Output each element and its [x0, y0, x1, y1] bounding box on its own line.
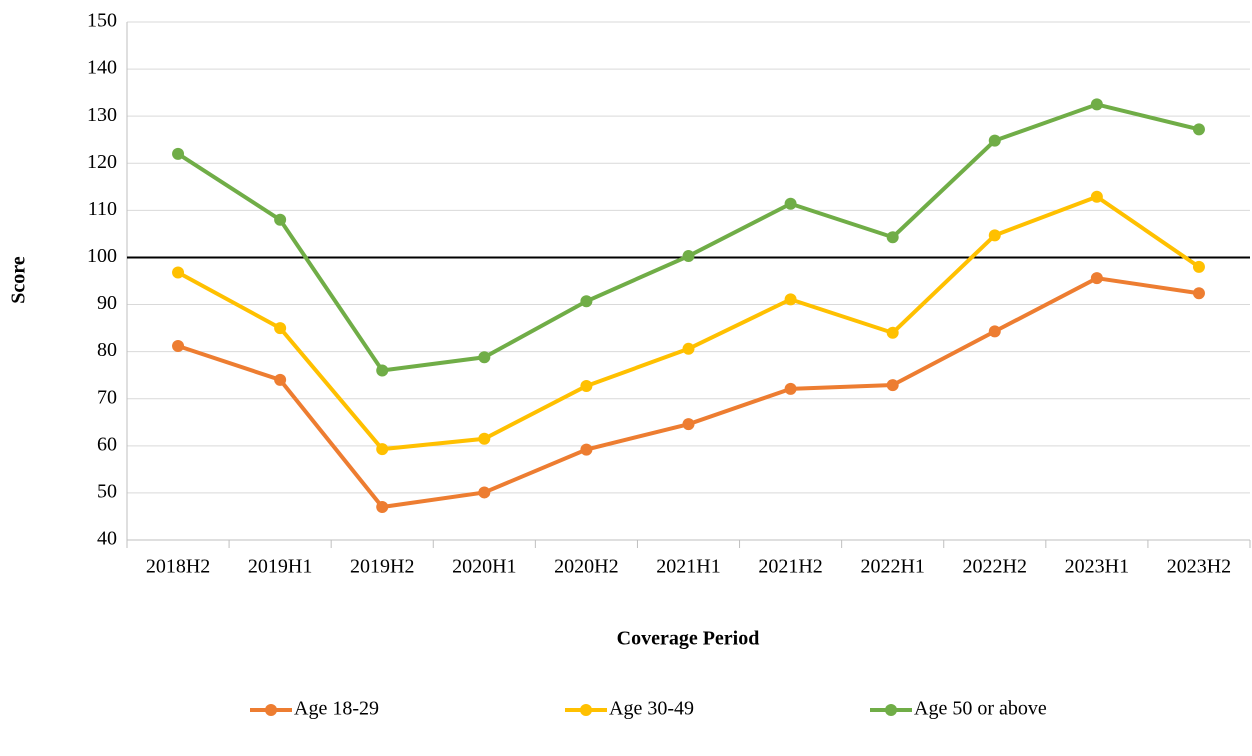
data-point — [886, 379, 899, 392]
data-point — [580, 443, 593, 456]
data-point — [682, 250, 695, 263]
data-point — [1192, 287, 1205, 300]
data-point — [682, 418, 695, 431]
data-point — [1192, 260, 1205, 273]
data-point — [274, 322, 287, 335]
data-point — [274, 373, 287, 386]
x-axis-title: Coverage Period — [617, 628, 760, 650]
data-point — [172, 339, 185, 352]
data-point — [172, 147, 185, 160]
y-tick-label: 150 — [87, 10, 117, 32]
x-tick-label: 2018H2 — [146, 556, 210, 578]
data-point — [784, 382, 797, 395]
data-point — [478, 486, 491, 499]
y-axis-title: Score — [8, 256, 30, 304]
data-point — [274, 213, 287, 226]
data-point — [988, 229, 1001, 242]
x-tick-label: 2020H2 — [554, 556, 618, 578]
data-point — [988, 325, 1001, 338]
y-tick-label: 70 — [97, 386, 117, 408]
data-point — [376, 443, 389, 456]
y-tick-label: 90 — [97, 292, 117, 314]
legend-marker — [265, 704, 277, 716]
data-point — [172, 266, 185, 279]
data-point — [580, 380, 593, 393]
data-point — [886, 231, 899, 244]
data-point — [478, 432, 491, 445]
legend-label: Age 50 or above — [914, 698, 1047, 720]
data-point — [682, 342, 695, 355]
data-point — [478, 351, 491, 364]
y-tick-label: 50 — [97, 481, 117, 503]
legend-label: Age 30-49 — [609, 698, 694, 720]
x-tick-label: 2023H1 — [1065, 556, 1129, 578]
y-tick-label: 130 — [87, 104, 117, 126]
data-point — [784, 293, 797, 306]
y-tick-label: 140 — [87, 57, 117, 79]
data-point — [376, 501, 389, 514]
series-line — [177, 194, 1201, 452]
x-tick-label: 2022H1 — [860, 556, 924, 578]
data-point — [580, 295, 593, 308]
x-tick-label: 2021H2 — [758, 556, 822, 578]
data-point — [376, 364, 389, 377]
data-point — [1090, 272, 1103, 285]
x-tick-label: 2023H2 — [1167, 556, 1231, 578]
data-point — [1090, 190, 1103, 203]
x-tick-label: 2020H1 — [452, 556, 516, 578]
data-point — [886, 326, 899, 339]
data-point — [988, 134, 1001, 147]
y-tick-label: 40 — [97, 528, 117, 550]
series-line — [177, 276, 1200, 510]
x-tick-label: 2022H2 — [963, 556, 1027, 578]
legend-label: Age 18-29 — [294, 698, 379, 720]
data-point — [1090, 98, 1103, 111]
data-point — [1192, 123, 1205, 136]
legend-marker — [580, 704, 592, 716]
x-tick-label: 2019H2 — [350, 556, 414, 578]
x-tick-label: 2021H1 — [656, 556, 720, 578]
legend-marker — [885, 704, 897, 716]
y-tick-label: 100 — [87, 245, 117, 267]
x-tick-label: 2019H1 — [248, 556, 312, 578]
y-tick-label: 60 — [97, 433, 117, 455]
series-line — [176, 102, 1200, 373]
y-tick-label: 120 — [87, 151, 117, 173]
data-point — [784, 197, 797, 210]
y-tick-label: 80 — [97, 339, 117, 361]
y-tick-label: 110 — [88, 198, 117, 220]
